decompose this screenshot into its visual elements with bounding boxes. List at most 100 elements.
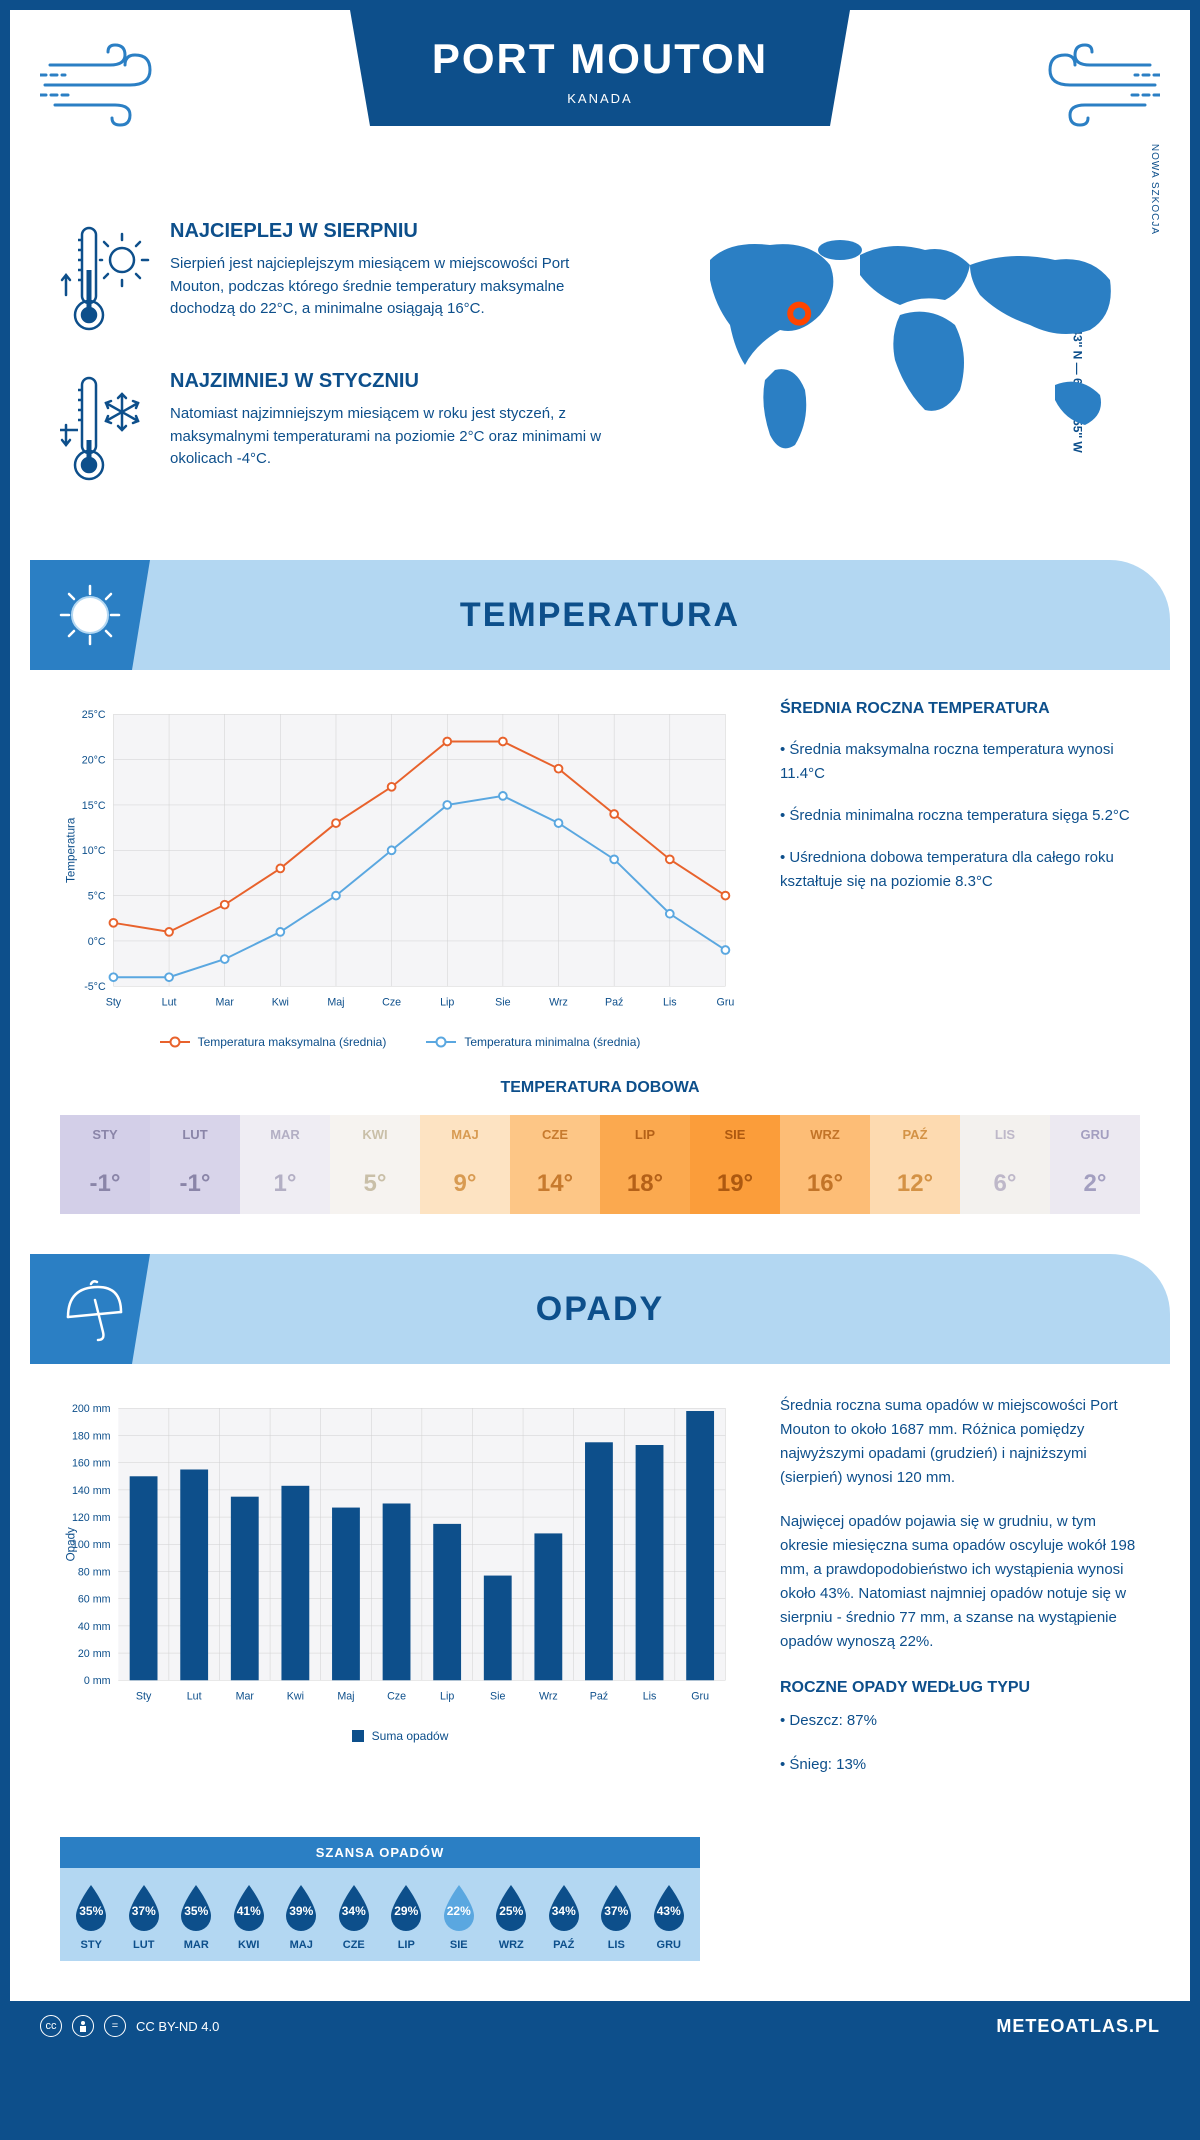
temp-table-month: MAJ — [420, 1115, 510, 1154]
svg-text:Maj: Maj — [337, 1691, 354, 1703]
temp-bullet: • Średnia maksymalna roczna temperatura … — [780, 738, 1140, 786]
svg-text:120 mm: 120 mm — [72, 1512, 111, 1524]
svg-text:-5°C: -5°C — [84, 981, 106, 993]
chance-cell: 43% GRU — [643, 1883, 696, 1951]
svg-text:20 mm: 20 mm — [78, 1648, 111, 1660]
temp-table-value: 5° — [330, 1154, 420, 1214]
raindrop-icon: 25% — [491, 1883, 531, 1933]
precip-banner: OPADY — [30, 1254, 1170, 1364]
temp-table-cell: WRZ 16° — [780, 1115, 870, 1214]
bar-chart-legend: Suma opadów — [60, 1729, 740, 1743]
chance-month: LIP — [380, 1939, 433, 1951]
thermometer-hot-icon — [60, 220, 150, 340]
chance-cell: 37% LIS — [590, 1883, 643, 1951]
chance-pct: 35% — [184, 1904, 208, 1918]
wind-deco-icon — [1030, 40, 1160, 130]
license-text: CC BY-ND 4.0 — [136, 2019, 219, 2034]
chance-pct: 34% — [342, 1904, 366, 1918]
svg-text:Lip: Lip — [440, 1691, 454, 1703]
svg-text:25°C: 25°C — [82, 709, 106, 721]
svg-text:Lut: Lut — [187, 1691, 202, 1703]
thermometer-cold-icon — [60, 370, 150, 490]
svg-text:Sty: Sty — [106, 997, 122, 1009]
svg-text:Wrz: Wrz — [539, 1691, 558, 1703]
chance-pct: 29% — [394, 1904, 418, 1918]
chance-month: LIS — [590, 1939, 643, 1951]
svg-text:Gru: Gru — [691, 1691, 709, 1703]
svg-text:Paź: Paź — [590, 1691, 608, 1703]
temp-table-value: -1° — [150, 1154, 240, 1214]
temperature-sidebar: ŚREDNIA ROCZNA TEMPERATURA • Średnia mak… — [780, 700, 1140, 1049]
precip-sidebar: Średnia roczna suma opadów w miejscowośc… — [780, 1394, 1140, 1797]
chance-month: SIE — [433, 1939, 486, 1951]
temp-sidebar-title: ŚREDNIA ROCZNA TEMPERATURA — [780, 700, 1140, 718]
temp-table-cell: STY -1° — [60, 1115, 150, 1214]
daily-temp-section: TEMPERATURA DOBOWA STY -1° LUT -1° MAR 1… — [10, 1079, 1190, 1254]
warmest-title: NAJCIEPLEJ W SIERPNIU — [170, 220, 620, 243]
svg-text:Sie: Sie — [495, 997, 510, 1009]
svg-text:Gru: Gru — [717, 997, 735, 1009]
raindrop-icon: 43% — [649, 1883, 689, 1933]
svg-text:60 mm: 60 mm — [78, 1594, 111, 1606]
nd-icon: = — [104, 2015, 126, 2037]
temperature-line-chart: -5°C0°C5°C10°C15°C20°C25°CStyLutMarKwiMa… — [60, 700, 740, 1049]
world-map-icon — [660, 220, 1140, 480]
page-title: PORT MOUTON — [350, 35, 850, 83]
temp-table-month: GRU — [1050, 1115, 1140, 1154]
svg-text:Wrz: Wrz — [549, 997, 568, 1009]
chance-pct: 25% — [499, 1904, 523, 1918]
temp-table-value: 19° — [690, 1154, 780, 1214]
precip-bar-chart: 0 mm20 mm40 mm60 mm80 mm100 mm120 mm140 … — [60, 1394, 740, 1797]
chance-pct: 43% — [657, 1904, 681, 1918]
chance-pct: 22% — [447, 1904, 471, 1918]
chance-pct: 34% — [552, 1904, 576, 1918]
precip-para1: Średnia roczna suma opadów w miejscowośc… — [780, 1394, 1140, 1490]
svg-text:Mar: Mar — [216, 997, 235, 1009]
temp-table-month: STY — [60, 1115, 150, 1154]
temp-table-value: 12° — [870, 1154, 960, 1214]
page-subtitle: KANADA — [350, 91, 850, 106]
chance-cell: 29% LIP — [380, 1883, 433, 1951]
chance-month: WRZ — [485, 1939, 538, 1951]
warmest-block: NAJCIEPLEJ W SIERPNIU Sierpień jest najc… — [60, 220, 620, 340]
raindrop-icon: 22% — [439, 1883, 479, 1933]
chance-cell: 25% WRZ — [485, 1883, 538, 1951]
svg-text:Sie: Sie — [490, 1691, 505, 1703]
precip-heading: OPADY — [536, 1290, 664, 1329]
temp-table-cell: MAJ 9° — [420, 1115, 510, 1214]
chance-month: KWI — [223, 1939, 276, 1951]
svg-text:Lis: Lis — [663, 997, 677, 1009]
temp-table-month: KWI — [330, 1115, 420, 1154]
svg-text:Lip: Lip — [440, 997, 454, 1009]
temp-bullet: • Uśredniona dobowa temperatura dla całe… — [780, 846, 1140, 894]
temp-table-cell: MAR 1° — [240, 1115, 330, 1214]
svg-text:5°C: 5°C — [88, 891, 106, 903]
svg-text:Opady: Opady — [65, 1527, 78, 1561]
temperature-heading: TEMPERATURA — [460, 596, 740, 635]
daily-temp-table: STY -1° LUT -1° MAR 1° KWI 5° MAJ 9° CZE… — [60, 1115, 1140, 1214]
raindrop-icon: 34% — [544, 1883, 584, 1933]
chance-cell: 37% LUT — [118, 1883, 171, 1951]
svg-text:80 mm: 80 mm — [78, 1566, 111, 1578]
chance-cell: 35% STY — [65, 1883, 118, 1951]
chance-pct: 35% — [79, 1904, 103, 1918]
precip-type-bullet: • Śnieg: 13% — [780, 1753, 1140, 1777]
svg-text:Cze: Cze — [387, 1691, 406, 1703]
temp-table-cell: LIS 6° — [960, 1115, 1050, 1214]
svg-text:0°C: 0°C — [88, 936, 106, 948]
temperature-banner: TEMPERATURA — [30, 560, 1170, 670]
chance-cell: 35% MAR — [170, 1883, 223, 1951]
chance-title: SZANSA OPADÓW — [60, 1837, 700, 1868]
umbrella-icon — [30, 1254, 150, 1364]
temp-table-month: SIE — [690, 1115, 780, 1154]
chance-pct: 37% — [132, 1904, 156, 1918]
raindrop-icon: 37% — [124, 1883, 164, 1933]
svg-text:Kwi: Kwi — [272, 997, 289, 1009]
temp-table-value: -1° — [60, 1154, 150, 1214]
temp-table-month: LIP — [600, 1115, 690, 1154]
chance-pct: 39% — [289, 1904, 313, 1918]
svg-text:Maj: Maj — [327, 997, 344, 1009]
legend-sum-label: Suma opadów — [372, 1729, 449, 1743]
svg-text:140 mm: 140 mm — [72, 1485, 111, 1497]
svg-text:Cze: Cze — [382, 997, 401, 1009]
